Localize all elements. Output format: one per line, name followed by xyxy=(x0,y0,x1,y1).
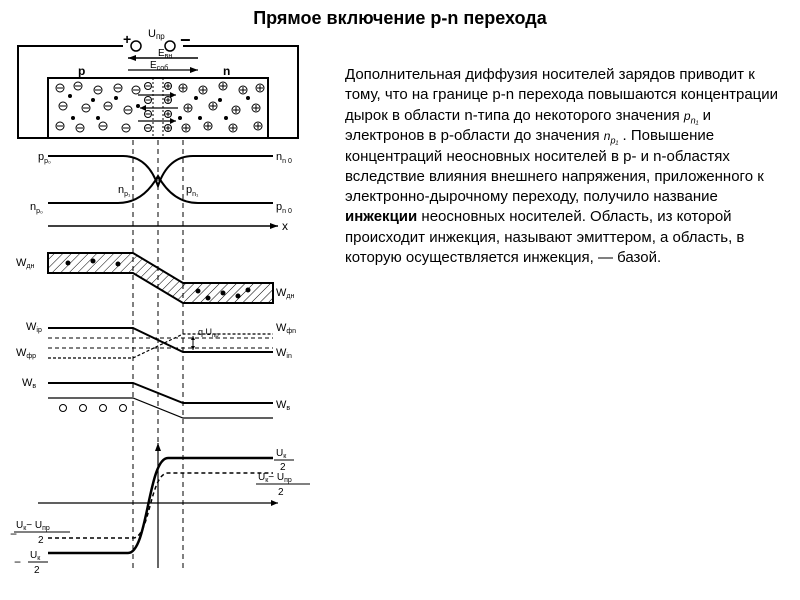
svg-text:2: 2 xyxy=(38,535,44,546)
svg-text:Eсоб: Eсоб xyxy=(150,60,168,72)
svg-text:np₁: np₁ xyxy=(118,184,131,198)
bold-injection: инжекции xyxy=(345,208,417,225)
svg-text:Wдн: Wдн xyxy=(16,257,34,270)
svg-text:2: 2 xyxy=(34,565,40,576)
var-np1: np₁ xyxy=(604,129,619,143)
svg-text:pn 0: pn 0 xyxy=(276,201,292,215)
svg-text:np₀: np₀ xyxy=(30,201,43,215)
svg-text:x: x xyxy=(282,219,288,233)
text-part1: Дополнительная диффузия носителей зарядо… xyxy=(345,66,778,124)
svg-text:Uк: Uк xyxy=(276,448,287,460)
svg-text:pp₀: pp₀ xyxy=(38,151,51,165)
svg-text:Wфp: Wфp xyxy=(16,347,36,360)
svg-text:q Uпр: q Uпр xyxy=(198,327,219,339)
svg-text:−: − xyxy=(10,527,17,541)
page-title: Прямое включение p-n перехода xyxy=(0,8,800,29)
svg-text:Wфn: Wфn xyxy=(276,322,296,335)
svg-text:−: − xyxy=(180,30,191,50)
label-upr: Uпр xyxy=(148,28,165,41)
svg-text:Win: Win xyxy=(276,347,292,360)
svg-text:Uк: Uк xyxy=(30,550,41,562)
svg-text:−: − xyxy=(14,555,21,569)
svg-text:Uк− Uпр: Uк− Uпр xyxy=(258,472,292,484)
svg-text:n: n xyxy=(223,64,230,78)
var-pn1: pn₁ xyxy=(684,109,699,123)
svg-text:pn₁: pn₁ xyxy=(186,184,199,198)
svg-text:Wв: Wв xyxy=(22,377,36,390)
svg-text:Wв: Wв xyxy=(276,399,290,412)
svg-text:p: p xyxy=(78,64,85,78)
svg-text:nn 0: nn 0 xyxy=(276,151,292,165)
diagram: + − Uпр Eвн Eсоб p n xyxy=(8,28,328,588)
body-text: Дополнительная диффузия носителей зарядо… xyxy=(345,65,785,268)
svg-text:Wдн: Wдн xyxy=(276,287,294,300)
svg-text:2: 2 xyxy=(278,487,284,498)
svg-text:Wip: Wip xyxy=(26,321,42,334)
svg-text:+: + xyxy=(123,31,131,47)
svg-text:Uк− Uпр: Uк− Uпр xyxy=(16,520,50,532)
